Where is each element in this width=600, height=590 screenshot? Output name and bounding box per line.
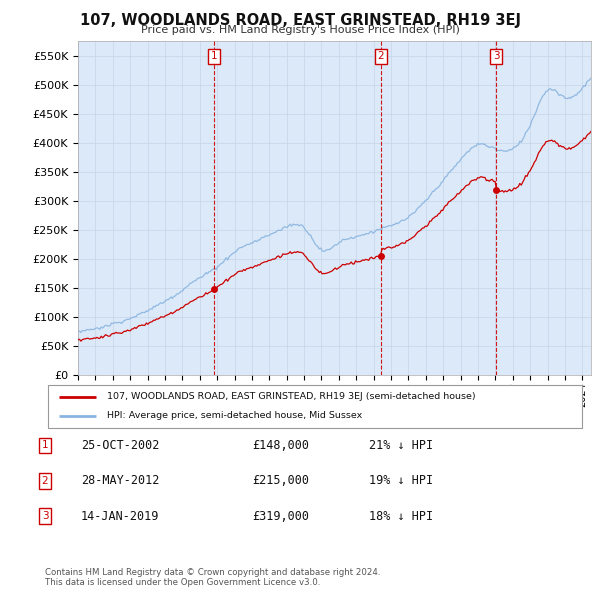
Text: 107, WOODLANDS ROAD, EAST GRINSTEAD, RH19 3EJ: 107, WOODLANDS ROAD, EAST GRINSTEAD, RH1…	[79, 13, 521, 28]
Text: £215,000: £215,000	[252, 474, 309, 487]
Text: 1: 1	[211, 51, 217, 61]
Text: 1: 1	[41, 441, 49, 450]
Text: 18% ↓ HPI: 18% ↓ HPI	[369, 510, 433, 523]
Text: 14-JAN-2019: 14-JAN-2019	[81, 510, 160, 523]
Text: 3: 3	[493, 51, 499, 61]
Text: £319,000: £319,000	[252, 510, 309, 523]
Text: HPI: Average price, semi-detached house, Mid Sussex: HPI: Average price, semi-detached house,…	[107, 411, 362, 420]
Text: 19% ↓ HPI: 19% ↓ HPI	[369, 474, 433, 487]
Text: 2: 2	[377, 51, 384, 61]
Text: Price paid vs. HM Land Registry's House Price Index (HPI): Price paid vs. HM Land Registry's House …	[140, 25, 460, 35]
Text: £148,000: £148,000	[252, 439, 309, 452]
FancyBboxPatch shape	[48, 385, 582, 428]
Text: 2: 2	[41, 476, 49, 486]
Text: 25-OCT-2002: 25-OCT-2002	[81, 439, 160, 452]
Text: 28-MAY-2012: 28-MAY-2012	[81, 474, 160, 487]
Text: 107, WOODLANDS ROAD, EAST GRINSTEAD, RH19 3EJ (semi-detached house): 107, WOODLANDS ROAD, EAST GRINSTEAD, RH1…	[107, 392, 475, 401]
Text: 3: 3	[41, 512, 49, 521]
Text: 21% ↓ HPI: 21% ↓ HPI	[369, 439, 433, 452]
Text: Contains HM Land Registry data © Crown copyright and database right 2024.
This d: Contains HM Land Registry data © Crown c…	[45, 568, 380, 587]
